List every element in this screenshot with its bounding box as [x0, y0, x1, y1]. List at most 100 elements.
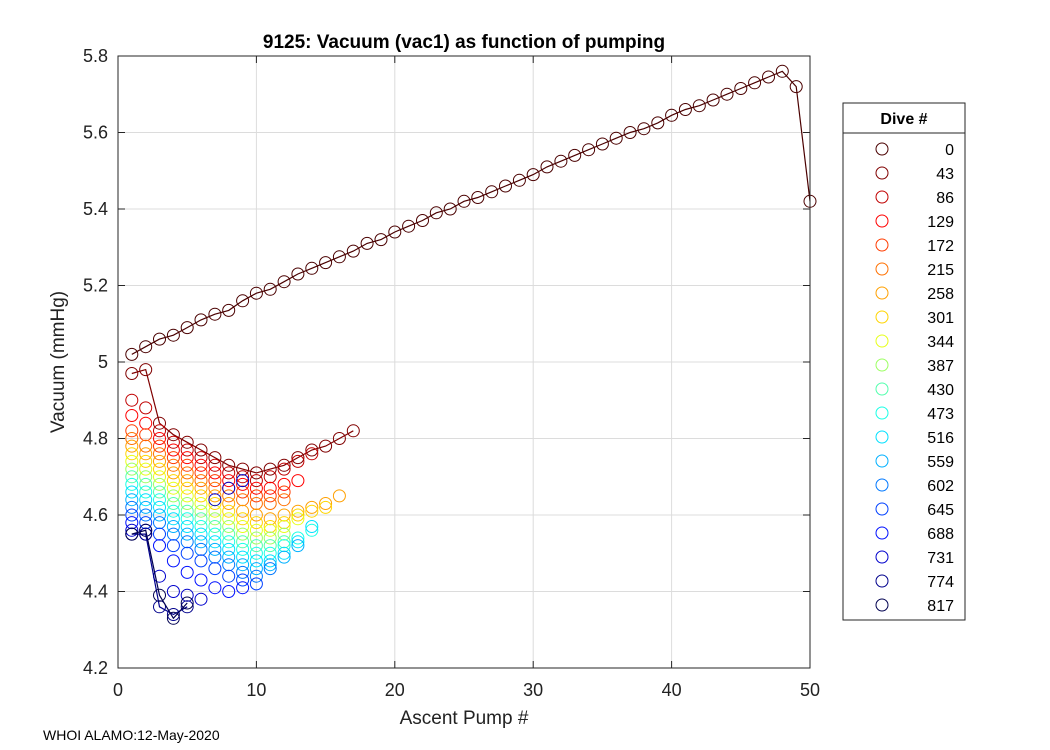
- data-point: [125, 523, 139, 537]
- data-point: [263, 562, 277, 576]
- data-point: [208, 307, 222, 321]
- data-point: [166, 554, 180, 568]
- data-point: [194, 489, 208, 503]
- data-point: [789, 80, 803, 94]
- legend-entry: 688: [875, 526, 954, 543]
- data-point: [249, 489, 263, 503]
- data-point: [125, 493, 139, 507]
- footer-credit: WHOI ALAMO:12-May-2020: [43, 727, 220, 743]
- legend-entry: 602: [875, 478, 954, 495]
- data-point: [249, 466, 263, 480]
- series-516: [125, 485, 319, 568]
- data-point: [139, 439, 153, 453]
- data-point: [416, 214, 429, 227]
- data-point: [208, 458, 222, 472]
- data-point: [194, 512, 208, 526]
- data-point: [180, 565, 194, 579]
- legend-entry: 0: [875, 142, 954, 159]
- data-point: [222, 474, 236, 488]
- legend-label: 430: [927, 382, 954, 399]
- data-point: [471, 191, 485, 204]
- legend-entry: 817: [875, 598, 954, 615]
- data-point: [139, 485, 153, 499]
- series-559: [125, 493, 305, 576]
- legend-marker: [875, 190, 889, 204]
- data-point: [125, 470, 139, 484]
- legend-entry: 559: [875, 454, 954, 471]
- data-point: [180, 596, 194, 610]
- data-point: [208, 474, 222, 488]
- data-point: [277, 275, 291, 289]
- data-point: [125, 508, 139, 522]
- y-tick-label: 5.4: [83, 199, 108, 219]
- data-point: [429, 206, 443, 220]
- data-point: [153, 454, 166, 468]
- legend-marker: [875, 526, 889, 540]
- data-point: [125, 424, 139, 438]
- data-point: [125, 347, 139, 361]
- data-point: [180, 443, 194, 457]
- data-point: [208, 520, 222, 533]
- data-point: [222, 569, 236, 583]
- legend-entry: 344: [875, 334, 954, 351]
- data-point: [153, 332, 166, 346]
- data-point: [692, 99, 706, 113]
- legend-marker: [875, 550, 889, 564]
- data-point: [222, 466, 236, 480]
- data-point: [249, 554, 263, 568]
- data-point: [194, 520, 208, 533]
- data-point: [180, 527, 194, 541]
- data-point: [236, 477, 250, 491]
- data-point: [734, 82, 748, 95]
- data-point: [443, 202, 457, 216]
- data-point: [263, 470, 277, 484]
- data-point: [222, 504, 236, 518]
- data-point: [194, 466, 208, 480]
- data-point: [180, 504, 194, 518]
- data-point: [305, 504, 319, 518]
- legend-label: 86: [936, 190, 954, 207]
- legend-marker: [875, 214, 889, 228]
- data-point: [236, 512, 250, 526]
- legend-marker: [875, 406, 889, 420]
- data-point: [332, 432, 346, 445]
- legend-marker: [875, 262, 889, 276]
- data-point: [166, 608, 180, 621]
- data-point: [568, 148, 582, 162]
- legend-entry: 129: [875, 214, 954, 231]
- data-point: [166, 585, 180, 598]
- data-point: [263, 489, 277, 503]
- y-tick-label: 5: [98, 352, 108, 372]
- data-point: [595, 137, 609, 151]
- data-point: [236, 527, 250, 541]
- x-axis-label: Ascent Pump #: [400, 708, 529, 729]
- data-point: [208, 542, 222, 556]
- data-point: [319, 500, 333, 514]
- data-point: [291, 539, 305, 553]
- data-point: [277, 477, 291, 491]
- data-point: [609, 131, 623, 145]
- data-point: [139, 477, 153, 491]
- data-point: [166, 489, 180, 503]
- data-point: [194, 554, 208, 568]
- data-point: [263, 282, 277, 296]
- legend-label: 817: [927, 598, 954, 615]
- legend-entry: 387: [875, 358, 954, 375]
- data-point: [263, 481, 277, 495]
- y-tick-label: 4.4: [83, 582, 108, 602]
- data-point: [236, 550, 250, 564]
- data-point: [277, 550, 291, 564]
- legend-entry: 86: [875, 190, 954, 207]
- data-point: [180, 435, 194, 449]
- data-point: [208, 497, 222, 510]
- data-point: [236, 558, 250, 572]
- data-point: [180, 321, 194, 335]
- legend-marker: [875, 454, 889, 468]
- data-point: [166, 435, 180, 449]
- data-point: [125, 447, 139, 461]
- data-point: [291, 535, 305, 549]
- data-point: [720, 87, 734, 101]
- data-point: [125, 454, 139, 468]
- data-point: [125, 477, 139, 491]
- x-tick-label: 40: [662, 680, 682, 700]
